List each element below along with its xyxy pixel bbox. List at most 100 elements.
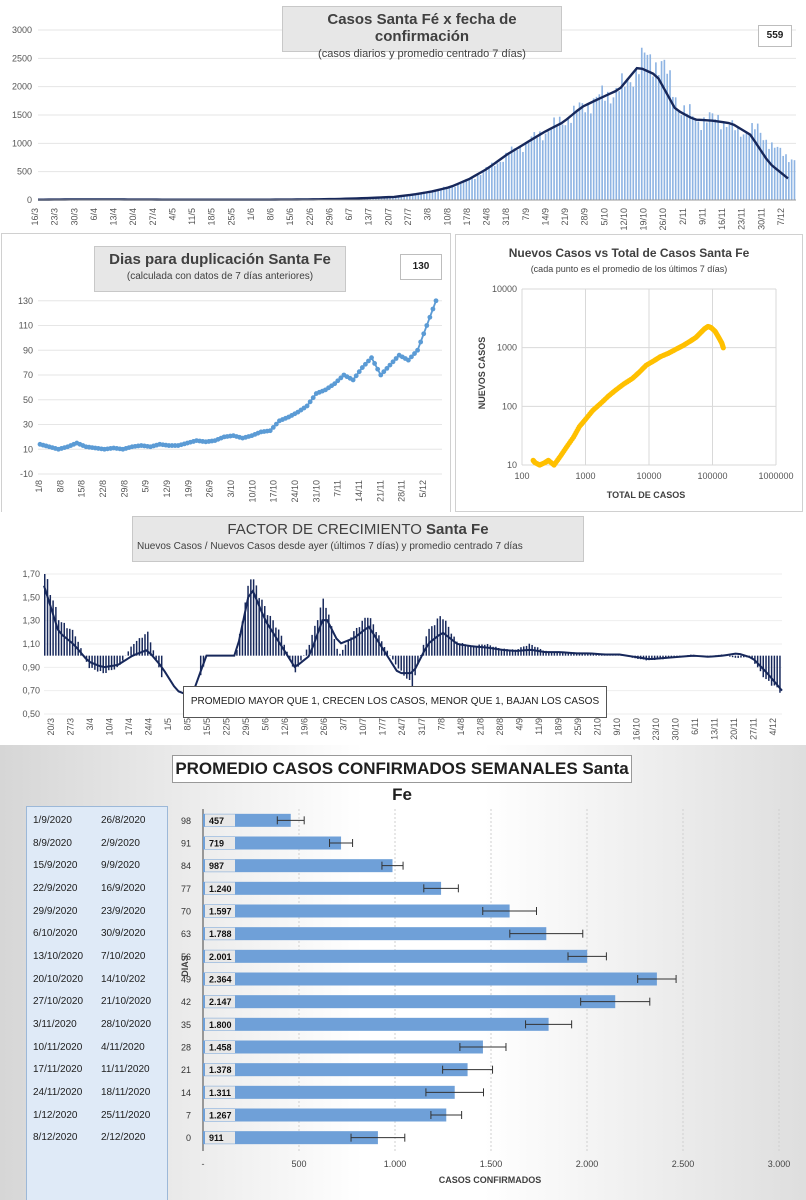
value-label: 1.597 <box>209 907 232 917</box>
x-tick-label: 24/8 <box>482 208 492 226</box>
growth-factor-bar <box>553 651 556 656</box>
doubling-days-point <box>338 375 344 381</box>
x-tick-label: 27/4 <box>148 208 158 226</box>
daily-case-bar <box>544 133 547 200</box>
daily-case-bar <box>728 124 731 200</box>
growth-factor-bar <box>472 645 475 656</box>
y-tick-label: 50 <box>23 395 33 405</box>
growth-factor-bar <box>350 637 352 656</box>
weekly-average-bar <box>203 972 657 986</box>
y-tick-label: 10 <box>507 460 517 470</box>
daily-case-bar <box>788 162 790 200</box>
growth-factor-bar <box>252 579 255 656</box>
x-tick-label: 26/10 <box>658 208 668 230</box>
daily-case-bar <box>739 136 742 200</box>
growth-factor-bar <box>453 636 455 656</box>
x-tick-label: 23/10 <box>651 718 661 741</box>
x-tick-label: 17/4 <box>124 718 134 736</box>
value-label: 1.311 <box>209 1088 231 1098</box>
x-tick-label: 29/5 <box>241 718 251 736</box>
daily-case-bar <box>516 149 519 200</box>
value-label-bg <box>205 814 235 827</box>
weekly-average-chart: - 500 1.000 1.500 2.000 2.500 3.000 457 98 719 91 9… <box>181 809 790 1169</box>
growth-factor-bar <box>135 640 138 656</box>
growth-factor-bar <box>152 650 155 656</box>
value-label: 719 <box>209 839 224 849</box>
x-tick-label: 12/9 <box>162 480 172 498</box>
x-tick-label: 23/3 <box>50 208 60 226</box>
growth-factor-bar <box>158 655 160 668</box>
growth-factor-bar <box>199 655 202 676</box>
x-tick-label: 9/10 <box>612 718 622 736</box>
week-end-date: 17/11/2020 <box>33 1064 83 1076</box>
daily-case-bar <box>623 86 626 200</box>
daily-case-bar <box>434 191 437 200</box>
daily-case-bar <box>683 105 685 200</box>
daily-case-bar <box>790 159 793 200</box>
daily-case-bar <box>720 129 722 200</box>
growth-factor-bar <box>308 644 311 656</box>
daily-case-bar <box>615 87 618 200</box>
x-tick-label: 25/9 <box>573 718 583 736</box>
daily-case-bar <box>406 195 408 200</box>
daily-case-bar <box>493 165 496 200</box>
y-tick-label: 1000 <box>12 138 32 148</box>
y-tick-label: 500 <box>17 167 32 177</box>
daily-cases-title-box: Casos Santa Fé x fecha de confirmación (… <box>282 6 562 60</box>
new-vs-total-chart-panel: 10 100 1000 10000 100 1000 10000 100000 1000000 … <box>455 234 803 512</box>
doubling-days-point <box>378 372 384 378</box>
daily-case-bar <box>751 123 753 200</box>
daily-case-bar <box>657 75 660 200</box>
doubling-days-point <box>412 351 417 356</box>
week-end-date: 29/9/2020 <box>33 905 78 917</box>
daily-case-bar <box>638 74 640 200</box>
growth-factor-bar <box>486 644 489 656</box>
growth-factor-bar <box>584 653 586 656</box>
daily-case-bar <box>626 77 629 200</box>
value-label: 2.147 <box>209 997 232 1007</box>
daily-case-bar <box>392 197 394 200</box>
value-label: 457 <box>209 816 224 826</box>
growth-factor-bar <box>400 655 402 671</box>
daily-case-bar <box>459 183 462 200</box>
growth-factor-bar <box>729 655 731 657</box>
growth-factor-title: FACTOR DE CRECIMIENTO <box>227 521 422 538</box>
daily-case-bar <box>601 85 603 200</box>
daily-case-bar <box>742 134 745 200</box>
growth-factor-title-line: FACTOR DE CRECIMIENTO Santa Fe <box>133 521 583 538</box>
daily-case-bar <box>561 124 564 200</box>
growth-factor-bar <box>442 619 444 656</box>
y-tick-label: 1500 <box>12 110 32 120</box>
growth-factor-bar <box>272 620 274 656</box>
daily-case-bar <box>573 105 575 200</box>
doubling-days-point <box>332 381 338 387</box>
y-category-label: 84 <box>181 861 191 871</box>
daily-case-bar <box>776 146 779 200</box>
growth-factor-bar <box>367 617 369 656</box>
week-start-date: 26/8/2020 <box>101 815 146 826</box>
daily-case-bar <box>533 132 536 200</box>
weekly-average-bar <box>203 1017 549 1031</box>
growth-factor-bar <box>375 632 377 656</box>
week-end-date: 8/12/2020 <box>33 1132 78 1144</box>
weekly-average-bar <box>203 1085 455 1099</box>
growth-factor-bar <box>66 628 68 656</box>
growth-factor-bar <box>264 606 266 656</box>
growth-factor-bar <box>394 655 397 665</box>
x-tick-label: 2/11 <box>678 208 688 225</box>
x-tick-label: 7/11 <box>333 480 343 497</box>
growth-factor-bar <box>116 655 118 668</box>
daily-case-bar <box>411 194 414 200</box>
growth-factor-bar <box>737 655 739 658</box>
x-tick-label: 10/7 <box>358 718 368 736</box>
week-end-date: 24/11/2020 <box>33 1087 83 1098</box>
x-tick-label: 11/9 <box>534 718 544 735</box>
doubling-days-point <box>421 331 427 337</box>
x-tick-label: 7/9 <box>521 208 531 221</box>
growth-factor-bar <box>587 653 589 656</box>
x-tick-label: 24/10 <box>290 480 300 503</box>
x-tick-label: 23/11 <box>737 208 747 230</box>
daily-case-bar <box>513 148 516 200</box>
growth-factor-bar <box>300 655 302 661</box>
daily-case-bar <box>394 196 397 200</box>
